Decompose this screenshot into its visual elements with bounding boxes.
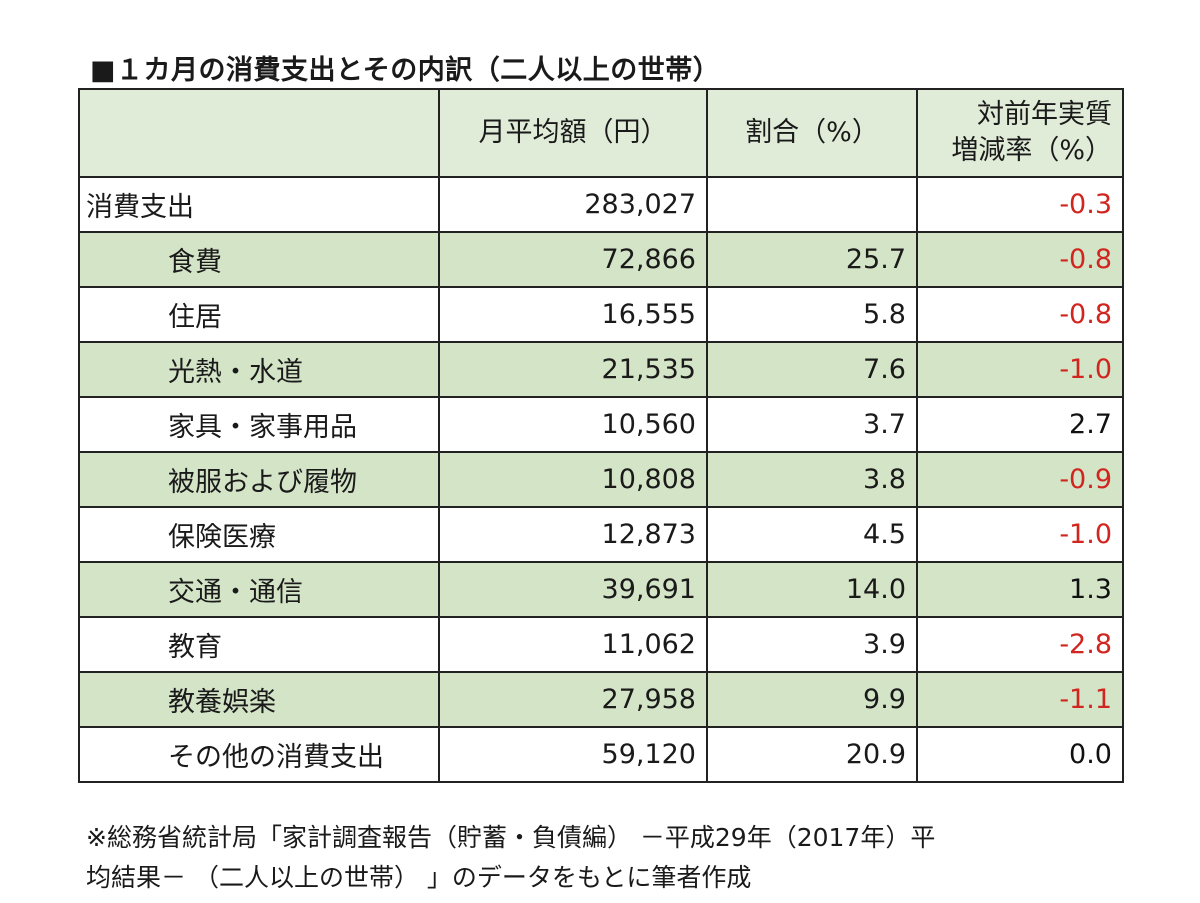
row-share: 25.7: [706, 231, 918, 288]
table-row: 住居 16,555 5.8 -0.8: [78, 286, 1124, 343]
row-yoy-growth: -0.3: [916, 176, 1124, 233]
row-label: 食費: [78, 231, 440, 288]
row-yoy-growth: -0.8: [916, 286, 1124, 343]
header-row: 月平均額（円） 割合（%） 対前年実質 増減率（%）: [78, 88, 1124, 178]
table-row: 保険医療 12,873 4.5 -1.0: [78, 506, 1124, 563]
row-label: 交通・通信: [78, 561, 440, 618]
row-yoy-growth: 0.0: [916, 726, 1124, 783]
row-monthly-average: 72,866: [438, 231, 708, 288]
row-share: 7.6: [706, 341, 918, 398]
source-note-line1: ※総務省統計局「家計調査報告（貯蓄・負債編） －平成29年（2017年）平: [86, 823, 936, 852]
row-label: 保険医療: [78, 506, 440, 563]
row-share: [706, 176, 918, 233]
row-label: 光熱・水道: [78, 341, 440, 398]
row-label: 消費支出: [78, 176, 440, 233]
table-row: 教育 11,062 3.9 -2.8: [78, 616, 1124, 673]
row-label: その他の消費支出: [78, 726, 440, 783]
table-row: 光熱・水道 21,535 7.6 -1.0: [78, 341, 1124, 398]
row-label: 住居: [78, 286, 440, 343]
row-yoy-growth: -2.8: [916, 616, 1124, 673]
row-monthly-average: 11,062: [438, 616, 708, 673]
row-monthly-average: 27,958: [438, 671, 708, 728]
row-monthly-average: 12,873: [438, 506, 708, 563]
row-monthly-average: 283,027: [438, 176, 708, 233]
row-yoy-growth: -1.0: [916, 506, 1124, 563]
row-label: 被服および履物: [78, 451, 440, 508]
row-monthly-average: 10,808: [438, 451, 708, 508]
table-row: 被服および履物 10,808 3.8 -0.9: [78, 451, 1124, 508]
row-monthly-average: 10,560: [438, 396, 708, 453]
header-share: 割合（%）: [706, 88, 918, 178]
row-yoy-growth: -0.8: [916, 231, 1124, 288]
row-share: 20.9: [706, 726, 918, 783]
row-monthly-average: 16,555: [438, 286, 708, 343]
header-yoy-growth-line1: 対前年実質: [977, 98, 1112, 130]
row-share: 5.8: [706, 286, 918, 343]
row-share: 3.7: [706, 396, 918, 453]
table-row: 食費 72,866 25.7 -0.8: [78, 231, 1124, 288]
row-yoy-growth: 1.3: [916, 561, 1124, 618]
table-row: 教養娯楽 27,958 9.9 -1.1: [78, 671, 1124, 728]
header-item: [78, 88, 440, 178]
row-yoy-growth: 2.7: [916, 396, 1124, 453]
row-share: 4.5: [706, 506, 918, 563]
row-share: 3.8: [706, 451, 918, 508]
row-yoy-growth: -1.1: [916, 671, 1124, 728]
row-monthly-average: 59,120: [438, 726, 708, 783]
row-label: 教育: [78, 616, 440, 673]
table-title: ■１カ月の消費支出とその内訳（二人以上の世帯）: [90, 55, 721, 86]
header-yoy-growth-line2: 増減率（%）: [951, 135, 1112, 166]
row-label: 教養娯楽: [78, 671, 440, 728]
row-yoy-growth: -1.0: [916, 341, 1124, 398]
expenditure-table: 月平均額（円） 割合（%） 対前年実質 増減率（%） 消費支出 283,027 -0…: [78, 88, 1124, 783]
row-share: 9.9: [706, 671, 918, 728]
table-row: その他の消費支出 59,120 20.9 0.0: [78, 726, 1124, 783]
header-yoy-growth: 対前年実質 増減率（%）: [916, 88, 1124, 178]
row-share: 14.0: [706, 561, 918, 618]
table-row: 交通・通信 39,691 14.0 1.3: [78, 561, 1124, 618]
table-row-total: 消費支出 283,027 -0.3: [78, 176, 1124, 233]
row-yoy-growth: -0.9: [916, 451, 1124, 508]
row-share: 3.9: [706, 616, 918, 673]
source-note-line2: 均結果－ （二人以上の世帯） 」のデータをもとに筆者作成: [86, 863, 752, 892]
row-monthly-average: 39,691: [438, 561, 708, 618]
source-note: ※総務省統計局「家計調査報告（貯蓄・負債編） －平成29年（2017年）平 均結…: [86, 818, 1136, 898]
header-monthly-average: 月平均額（円）: [438, 88, 708, 178]
row-label: 家具・家事用品: [78, 396, 440, 453]
row-monthly-average: 21,535: [438, 341, 708, 398]
table-row: 家具・家事用品 10,560 3.7 2.7: [78, 396, 1124, 453]
